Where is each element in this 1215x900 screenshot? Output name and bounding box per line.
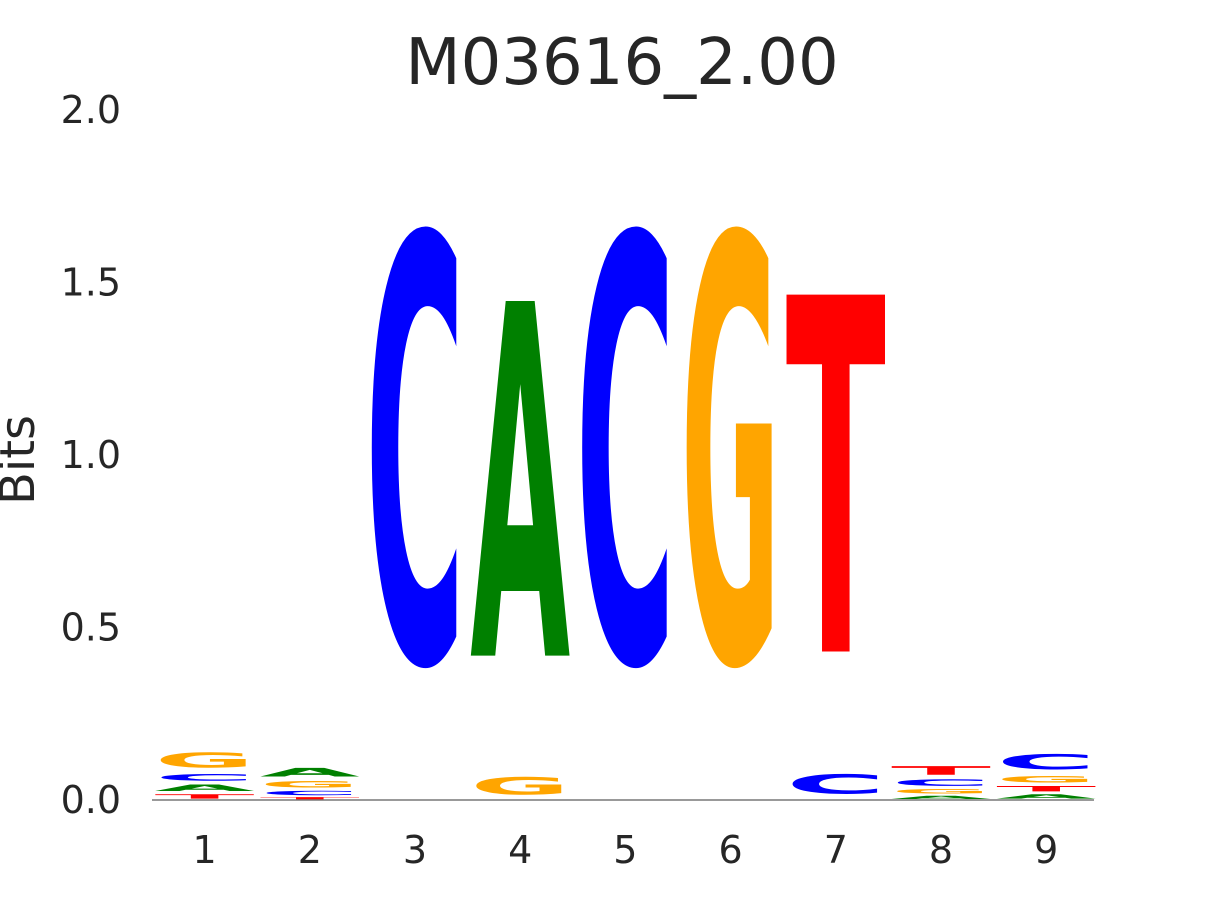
logo-position-3: C	[365, 117, 465, 797]
y-axis-ticks: 0.0 0.5 1.0 1.5 2.0	[61, 88, 121, 822]
y-tick-label: 1.5	[61, 261, 121, 305]
logo-letter-C: C	[575, 117, 675, 797]
logo-position-7: CT	[786, 199, 887, 800]
logo-position-5: C	[575, 117, 675, 797]
logo-letter-C: C	[155, 772, 255, 782]
logo-letter-G: G	[470, 773, 570, 800]
logo-letter-T: T	[891, 764, 991, 778]
x-tick-label: 6	[719, 828, 743, 872]
x-tick-label: 5	[613, 828, 637, 872]
logo-letter-G: G	[996, 774, 1096, 784]
logo-letter-A: A	[996, 793, 1096, 800]
logo-letter-C: C	[996, 750, 1096, 774]
logo-letter-A: A	[260, 766, 360, 780]
logo-letter-A: A	[891, 795, 991, 800]
logo-letter-A: A	[155, 783, 255, 793]
logo-letter-C: C	[786, 769, 886, 800]
x-tick-label: 3	[403, 828, 427, 872]
logo-letter-T: T	[786, 199, 887, 768]
logo-position-6: G	[681, 120, 781, 798]
logo-letter-T: T	[996, 785, 1096, 794]
x-tick-label: 2	[298, 828, 322, 872]
y-tick-label: 1.0	[61, 433, 121, 477]
y-tick-label: 0.5	[61, 606, 121, 650]
logo-letter-C: C	[260, 790, 360, 797]
x-tick-label: 9	[1034, 828, 1058, 872]
x-tick-label: 7	[824, 828, 848, 872]
x-tick-label: 1	[193, 828, 217, 872]
logo-letter-G: G	[155, 748, 255, 772]
y-tick-label: 0.0	[61, 778, 121, 822]
logo-letter-C: C	[891, 778, 991, 788]
y-axis-label: Bits	[0, 415, 46, 505]
x-axis-ticks: 1 2 3 4 5 6 7 8 9	[193, 828, 1059, 872]
logo-letter-T: T	[155, 793, 255, 800]
x-tick-label: 8	[929, 828, 953, 872]
logo-position-4: GA	[470, 205, 571, 800]
logo-letter-T: T	[260, 797, 360, 800]
logo-letter-G: G	[891, 788, 991, 795]
logo-letter-A: A	[470, 205, 571, 771]
logo-letter-G: G	[260, 779, 360, 789]
chart-title: M03616_2.00	[405, 26, 838, 100]
x-tick-label: 4	[508, 828, 532, 872]
logo-letter-C: C	[365, 117, 465, 797]
y-tick-label: 2.0	[61, 88, 121, 132]
logo-letter-G: G	[681, 120, 781, 798]
